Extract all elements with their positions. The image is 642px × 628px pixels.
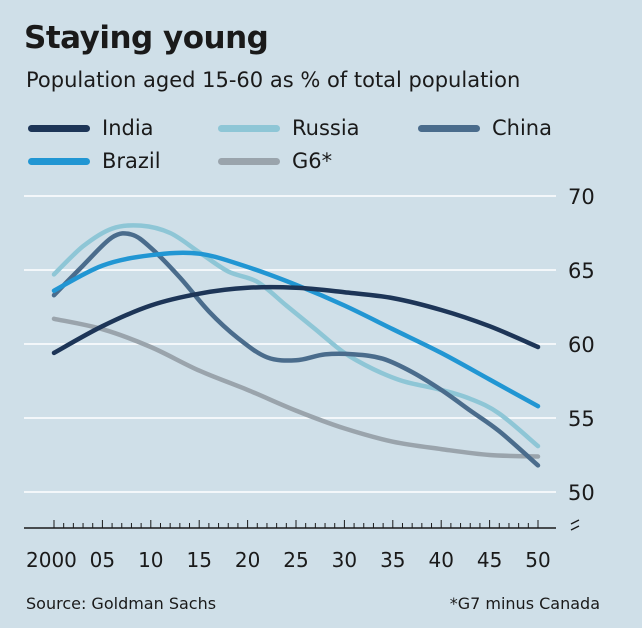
series-line-russia <box>51 223 541 449</box>
legend-item-china: China <box>418 116 552 140</box>
x-tick-label: 15 <box>186 548 211 572</box>
x-tick-label: 10 <box>138 548 163 572</box>
y-tick-label: 50 <box>568 481 595 505</box>
y-tick-label: 55 <box>568 407 595 431</box>
series-line-india <box>51 284 541 356</box>
source-note: Source: Goldman Sachs <box>26 594 217 613</box>
legend-swatch-russia <box>218 124 280 132</box>
x-tick-label: 45 <box>477 548 502 572</box>
x-tick-label: 20 <box>235 548 260 572</box>
legend-swatch-india <box>28 124 90 132</box>
footnote: *G7 minus Canada <box>449 594 600 613</box>
legend-label-china: China <box>492 116 552 140</box>
x-tick-label: 35 <box>380 548 405 572</box>
legend-item-india: India <box>28 116 154 140</box>
x-tick-label: 05 <box>90 548 115 572</box>
x-tick-label: 2000 <box>26 548 77 572</box>
legend-item-russia: Russia <box>218 116 360 140</box>
axis-break-mark <box>570 519 580 531</box>
legend-label-brazil: Brazil <box>102 149 161 173</box>
legend-item-brazil: Brazil <box>28 149 161 173</box>
legend-swatch-g6 <box>218 157 280 165</box>
legend-label-india: India <box>102 116 154 140</box>
legend-label-g6: G6* <box>292 149 333 173</box>
series-line-china <box>51 231 541 468</box>
legend-swatch-china <box>418 124 480 132</box>
legend-item-g6: G6* <box>218 149 332 173</box>
y-tick-label: 65 <box>568 259 595 283</box>
legend-swatch-brazil <box>28 157 90 165</box>
x-tick-label: 30 <box>332 548 357 572</box>
series-line-brazil <box>51 250 541 409</box>
x-tick-label: 25 <box>283 548 308 572</box>
legend-label-russia: Russia <box>292 116 360 140</box>
y-tick-label: 60 <box>568 333 595 357</box>
chart-title: Staying young <box>24 20 269 56</box>
y-tick-label: 70 <box>568 185 595 209</box>
series-line-g6 <box>51 316 541 459</box>
x-tick-label: 50 <box>525 548 550 572</box>
chart-subtitle: Population aged 15-60 as % of total popu… <box>26 68 521 92</box>
x-tick-label: 40 <box>428 548 453 572</box>
